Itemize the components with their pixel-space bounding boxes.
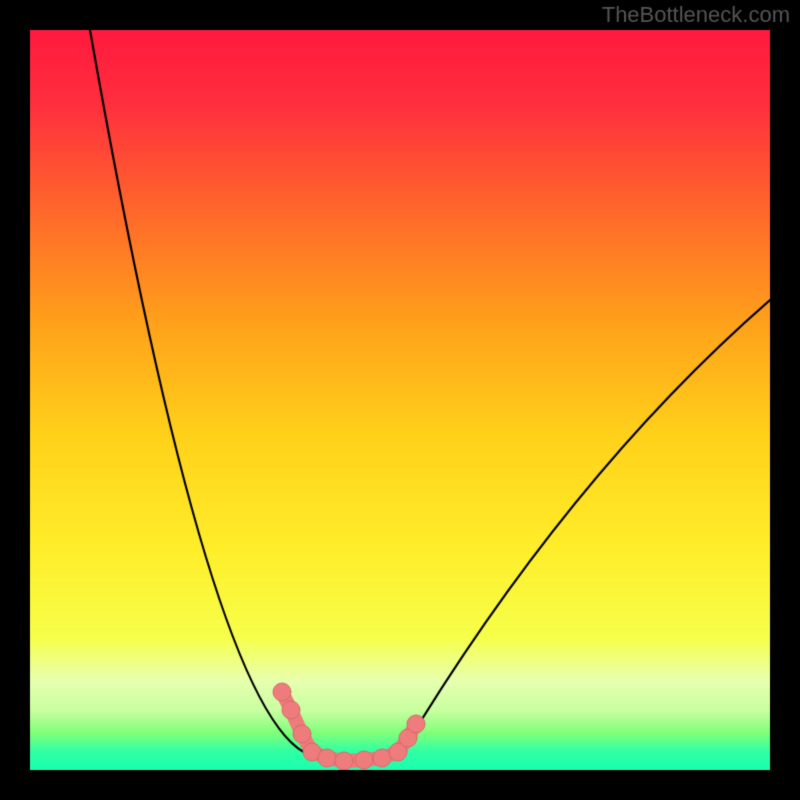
bottleneck-chart bbox=[0, 0, 800, 800]
